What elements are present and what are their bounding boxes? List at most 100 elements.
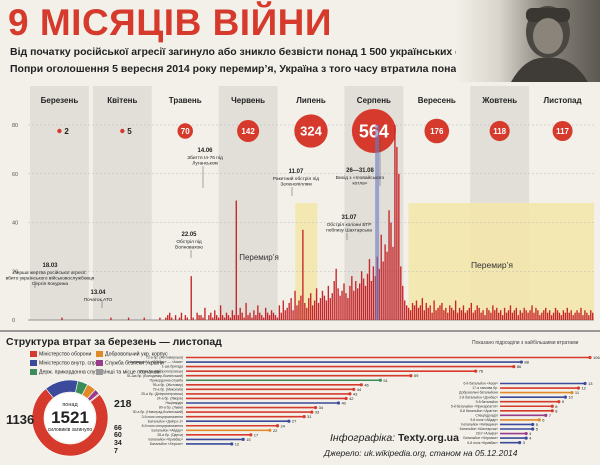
daily-bar [259, 312, 261, 320]
legend-label: Служба безпеки України [105, 360, 164, 367]
unit-value: 42 [349, 396, 354, 401]
daily-bar [196, 312, 198, 320]
daily-bar [288, 302, 290, 320]
right-unit-name: 9-й батальйон [476, 400, 498, 404]
right-unit-bar-dot [518, 441, 522, 445]
daily-bar [541, 312, 543, 320]
right-unit-value: 11 [575, 390, 580, 395]
daily-bar [527, 312, 529, 320]
donut-center-value: 1521 [51, 408, 89, 427]
daily-bar [560, 315, 563, 320]
right-unit-bar-dot [524, 436, 528, 440]
daily-bar [507, 310, 510, 320]
daily-bar [368, 259, 371, 320]
right-unit-bar-dot [563, 395, 567, 399]
daily-bar [384, 244, 386, 320]
month-label: Жовтень [481, 96, 517, 105]
unit-name: 28-а бр. (Одеса) [157, 433, 183, 437]
source-credit: Джерело: uk.wikipedia.org, станом на 05.… [324, 448, 518, 458]
unit-name: 80-а бр. (Львів) [159, 406, 183, 410]
daily-bar [325, 300, 328, 320]
unit-bar-dot [249, 433, 253, 437]
y-tick-label: 0 [12, 318, 15, 324]
daily-bar [452, 310, 455, 320]
annotation-text-line: вбито українського військовослужбовця [6, 274, 95, 281]
unit-name: 51-ша бр. (Володимир-Волинський) [127, 374, 183, 378]
right-unit-bar-dot [544, 413, 548, 417]
daily-bar [386, 251, 388, 320]
daily-bar [421, 298, 424, 320]
daily-bar [476, 305, 478, 320]
daily-bar [165, 317, 167, 320]
daily-bar [584, 310, 586, 320]
subtitle-line-2: Попри оголошення 5 вересня 2014 року пер… [10, 63, 521, 75]
right-unit-value: 3 [523, 440, 526, 445]
unit-bar-dot [474, 369, 478, 373]
daily-bar [355, 281, 357, 320]
daily-bar [556, 310, 559, 320]
unit-value: 76 [479, 369, 484, 374]
daily-bar [200, 315, 202, 320]
daily-bar [499, 310, 502, 320]
daily-bar [402, 285, 404, 320]
daily-bar [550, 315, 553, 320]
annotation-date: 11.07 [289, 169, 304, 175]
unit-value: 31 [307, 414, 312, 419]
daily-bar [351, 276, 353, 320]
daily-bar [251, 317, 253, 320]
month-label: Серпень [357, 96, 391, 105]
daily-bar [543, 310, 545, 320]
right-unit-name: 2-й батальйон «Донбас» [459, 395, 498, 399]
daily-bar [488, 310, 490, 320]
daily-bar [378, 268, 380, 320]
daily-bar [509, 305, 512, 320]
unit-value: 24 [280, 423, 285, 428]
month-total-bubble [237, 119, 260, 143]
daily-bar [345, 293, 347, 320]
daily-bar [546, 312, 549, 320]
month-total-bubble [294, 114, 328, 148]
right-unit-value: 4 [529, 431, 532, 436]
daily-bar [353, 290, 355, 320]
legend-item: Міністерство оборони [30, 351, 91, 357]
month-total-bubble [489, 120, 510, 142]
daily-bar [169, 312, 171, 320]
month-band [30, 86, 89, 320]
daily-bar [470, 302, 472, 320]
daily-bar [558, 312, 561, 320]
daily-bar [533, 312, 535, 320]
right-unit-value: 13 [588, 381, 593, 386]
daily-bar [323, 295, 326, 320]
daily-bar [451, 307, 453, 320]
legend-swatch [96, 351, 103, 357]
unit-bar-dot [344, 396, 348, 401]
daily-bar [237, 315, 239, 320]
daily-bar [480, 312, 482, 320]
daily-bar [208, 315, 210, 320]
right-unit-name: 6-й батальйон «Азов» [463, 382, 498, 386]
donut-center-top: понад [62, 402, 78, 408]
month-band [92, 86, 152, 320]
unit-value: 27 [292, 419, 297, 424]
daily-bar [198, 315, 200, 320]
daily-bar [519, 310, 521, 320]
daily-bar [423, 310, 425, 320]
unit-name: Нацгвардія — «Донбас» — «Азов» [128, 360, 183, 364]
month-label: Вересень [418, 96, 456, 105]
daily-bar [311, 305, 314, 320]
daily-bar [212, 317, 214, 320]
daily-bar [382, 261, 384, 320]
daily-bar [294, 290, 296, 320]
daily-bar [460, 310, 463, 320]
daily-bar [274, 315, 277, 320]
daily-bar [435, 310, 437, 320]
daily-bar [545, 307, 547, 320]
daily-bar [225, 312, 228, 320]
daily-bar [433, 300, 435, 320]
daily-bar [264, 307, 267, 320]
annotation-text-line: Зеленопіллям [280, 181, 311, 187]
unit-name: 3-й полк спецпризначення [142, 415, 184, 419]
right-unit-name: Батальйон «Шахтарськ» [460, 427, 499, 431]
daily-bar [255, 315, 257, 320]
annotation-text-line: Ракетний обстріл під [273, 175, 319, 182]
